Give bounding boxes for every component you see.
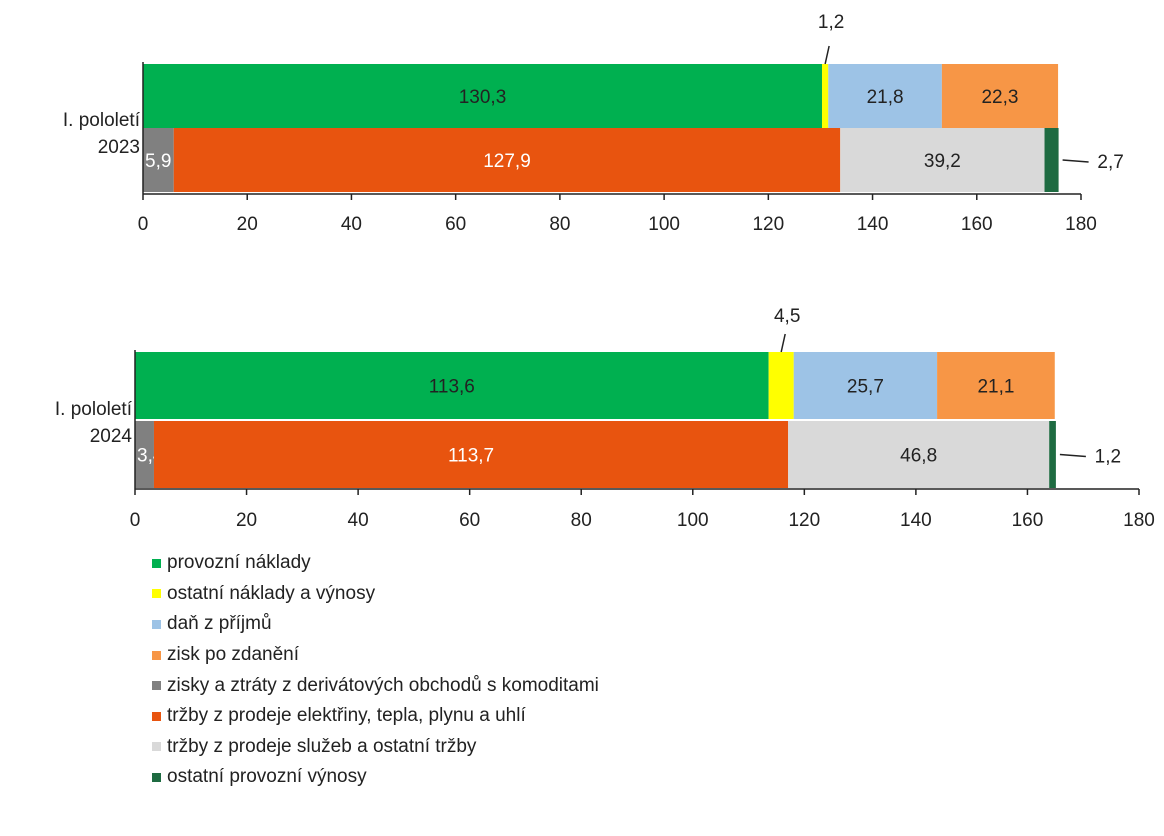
legend-label: zisk po zdanění <box>167 644 300 666</box>
leader-line <box>780 333 786 353</box>
bar-segment <box>937 352 1055 419</box>
leader-line <box>1062 159 1089 163</box>
legend-label: zisky a ztráty z derivátových obchodů s … <box>167 674 599 696</box>
legend-swatch <box>152 772 161 782</box>
data-label: 1,2 <box>818 12 844 33</box>
stacked-bar-chart: I. pololetí 2023 130,3 1,2 21,8 22,3 5,9 127,9 3… <box>55 12 1155 531</box>
legend-swatch <box>152 681 161 691</box>
bar-segment <box>1049 421 1056 488</box>
legend-swatch <box>152 711 161 721</box>
legend-item: tržby z prodeje služeb a ostatní tržby <box>152 732 599 763</box>
legend-label: daň z příjmů <box>167 613 272 635</box>
legend-swatch <box>152 742 161 752</box>
legend-item: daň z příjmů <box>152 609 599 640</box>
data-label: 21,1 <box>977 377 1014 398</box>
leader-line <box>1059 453 1086 458</box>
bar-segment <box>788 421 1050 488</box>
bar-segment <box>793 352 938 419</box>
category-label: 2024 <box>90 426 133 447</box>
x-tick-label: 60 <box>445 214 466 235</box>
legend-label: tržby z prodeje služeb a ostatní tržby <box>167 735 477 757</box>
data-label: 127,9 <box>483 151 531 172</box>
x-tick-label: 180 <box>1123 510 1155 531</box>
x-tick-label: 20 <box>236 510 257 531</box>
x-tick-label: 160 <box>961 214 993 235</box>
data-label: 113,6 <box>429 377 475 398</box>
data-label: 4,5 <box>774 306 800 327</box>
x-tick-label: 60 <box>459 510 480 531</box>
bar-segment <box>828 64 942 128</box>
data-label: 1,2 <box>1095 447 1121 468</box>
data-label: 39,2 <box>924 151 961 172</box>
chart-legend: provozní náklady ostatní náklady a výnosy… <box>152 548 599 793</box>
legend-label: ostatní náklady a výnosy <box>167 582 376 604</box>
legend-swatch <box>152 650 161 660</box>
data-label: 22,3 <box>981 87 1018 108</box>
data-label: 113,7 <box>448 446 494 467</box>
leader-line <box>824 45 830 65</box>
legend-swatch <box>152 589 161 599</box>
x-tick-label: 120 <box>788 510 820 531</box>
x-tick-label: 160 <box>1012 510 1044 531</box>
data-label: 2,7 <box>1097 152 1123 173</box>
bar-segment <box>143 64 823 128</box>
x-tick-label: 140 <box>857 214 889 235</box>
legend-item: zisk po zdanění <box>152 640 599 671</box>
x-tick-label: 20 <box>237 214 258 235</box>
bar-segment <box>135 352 769 419</box>
legend-item: tržby z prodeje elektřiny, tepla, plynu … <box>152 701 599 732</box>
bar-segment <box>822 64 829 128</box>
x-tick-label: 40 <box>348 510 369 531</box>
x-tick-label: 140 <box>900 510 932 531</box>
legend-label: provozní náklady <box>167 552 311 574</box>
bar-segment <box>135 421 154 488</box>
category-label: I. pololetí <box>55 399 133 420</box>
legend-swatch <box>152 558 161 568</box>
category-label: 2023 <box>98 137 140 158</box>
data-label: 5,9 <box>145 151 171 172</box>
legend-label: tržby z prodeje elektřiny, tepla, plynu … <box>167 705 526 727</box>
bar-segment <box>1044 128 1059 192</box>
bar-segment <box>941 64 1059 128</box>
x-tick-label: 0 <box>130 510 141 531</box>
data-label: 130,3 <box>459 87 507 108</box>
data-label: 46,8 <box>900 446 937 467</box>
x-tick-label: 80 <box>571 510 592 531</box>
x-tick-label: 100 <box>677 510 709 531</box>
legend-label: ostatní provozní výnosy <box>167 766 367 788</box>
legend-item: ostatní náklady a výnosy <box>152 579 599 610</box>
bar-segment <box>173 128 841 192</box>
data-label: 25,7 <box>847 377 884 398</box>
bar-segment <box>768 352 794 419</box>
x-tick-label: 40 <box>341 214 362 235</box>
bar-segment <box>143 128 174 192</box>
bar-segment <box>153 421 789 488</box>
bar-segment <box>840 128 1045 192</box>
data-label: 21,8 <box>867 87 904 108</box>
legend-item: provozní náklady <box>152 548 599 579</box>
legend-item: ostatní provozní výnosy <box>152 762 599 793</box>
legend-item: zisky a ztráty z derivátových obchodů s … <box>152 670 599 701</box>
x-tick-label: 180 <box>1065 214 1097 235</box>
x-tick-label: 0 <box>138 214 149 235</box>
x-tick-label: 100 <box>648 214 680 235</box>
x-tick-label: 80 <box>549 214 570 235</box>
x-tick-label: 120 <box>752 214 784 235</box>
category-label: I. pololetí <box>63 110 141 131</box>
legend-swatch <box>152 619 161 629</box>
